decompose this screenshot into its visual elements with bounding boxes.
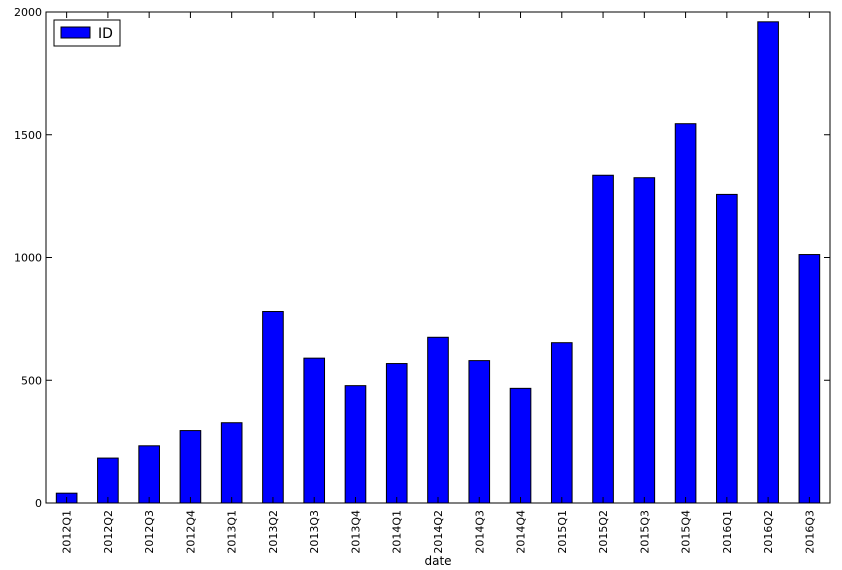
x-tick-label: 2015Q3 — [638, 510, 651, 554]
bar-2012Q2 — [97, 457, 119, 504]
bar-2013Q4 — [344, 385, 367, 504]
plot-frame — [45, 11, 831, 504]
x-tick-label: 2015Q2 — [597, 510, 610, 554]
bar-2012Q4 — [179, 430, 202, 504]
bar-2014Q4 — [509, 387, 532, 504]
x-tick-label: 2012Q3 — [143, 510, 156, 554]
x-tick-label: 2016Q1 — [721, 510, 734, 554]
x-tick-label: 2013Q2 — [267, 510, 280, 554]
bar-2014Q1 — [385, 363, 408, 504]
y-axis-ticks: 0 500 1000 1500 2000 — [14, 6, 830, 510]
bar-2015Q3 — [633, 177, 656, 504]
y-tick-label: 2000 — [14, 6, 42, 19]
bar-2015Q4 — [674, 123, 697, 504]
bar-2014Q2 — [427, 336, 449, 504]
x-tick-label: 2013Q3 — [308, 510, 321, 554]
bars-group — [55, 21, 821, 504]
x-axis-title: date — [424, 554, 451, 568]
legend-swatch — [60, 26, 91, 39]
x-tick-label: 2014Q4 — [515, 510, 528, 554]
bar-2016Q3 — [798, 254, 821, 504]
x-axis-ticks: 2012Q1 2012Q2 2012Q3 2012Q4 2013Q1 2013Q2 2013… — [61, 12, 816, 554]
bar-2013Q2 — [262, 311, 284, 504]
legend: ID — [53, 19, 121, 47]
y-tick-label: 500 — [21, 374, 42, 387]
bar-2015Q1 — [550, 342, 573, 504]
x-tick-label: 2015Q4 — [680, 510, 693, 554]
bar-2016Q2 — [757, 21, 779, 504]
x-tick-label: 2016Q2 — [762, 510, 775, 554]
y-tick-label: 1000 — [14, 252, 42, 265]
bar-2013Q1 — [220, 422, 243, 504]
y-tick-label: 0 — [35, 497, 42, 510]
y-tick-label: 1500 — [14, 129, 42, 142]
legend-label: ID — [98, 26, 113, 42]
x-tick-label: 2015Q1 — [556, 510, 569, 554]
x-tick-label: 2014Q3 — [473, 510, 486, 554]
x-tick-label: 2014Q1 — [391, 510, 404, 554]
bar-2013Q3 — [303, 357, 326, 504]
x-tick-label: 2016Q3 — [803, 510, 816, 554]
x-tick-label: 2012Q4 — [184, 510, 197, 554]
x-tick-label: 2012Q2 — [102, 510, 115, 554]
bar-2016Q1 — [716, 193, 738, 504]
bar-2012Q3 — [138, 445, 160, 504]
x-tick-label: 2013Q4 — [349, 510, 362, 554]
bar-2014Q3 — [468, 360, 491, 504]
x-tick-label: 2012Q1 — [61, 510, 74, 554]
x-tick-label: 2014Q2 — [432, 510, 445, 554]
x-tick-label: 2013Q1 — [226, 510, 239, 554]
bar-2015Q2 — [592, 174, 614, 504]
